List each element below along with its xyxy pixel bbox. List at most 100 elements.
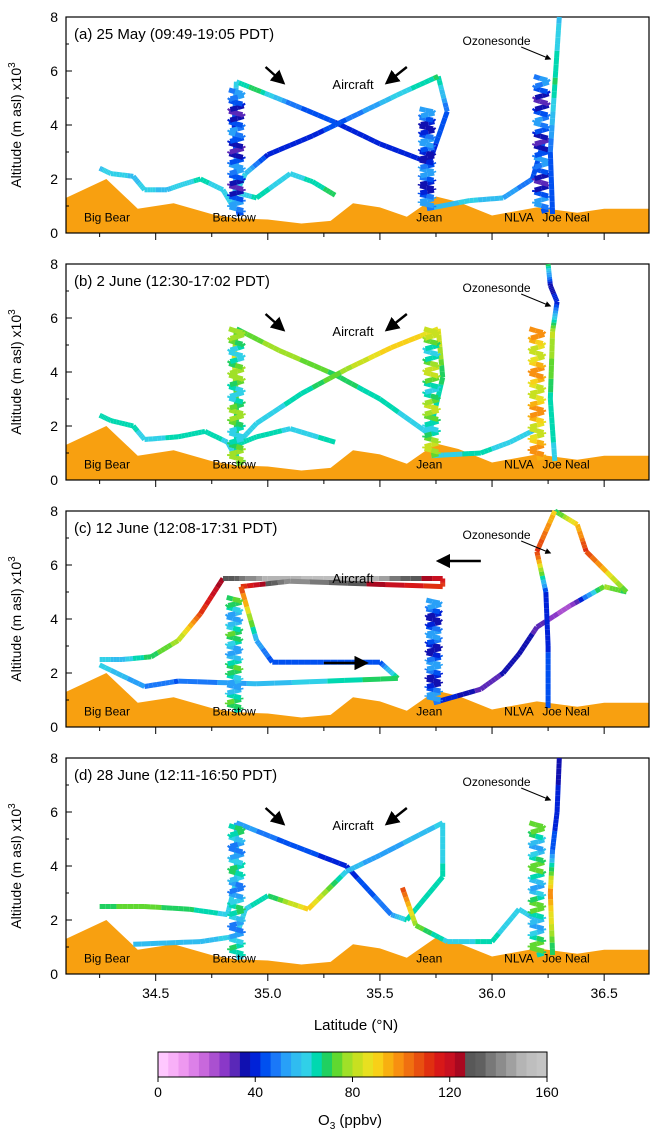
flight-track-segment	[240, 439, 245, 446]
flight-track-segment	[327, 677, 345, 684]
climb-spiral-segment	[539, 110, 549, 118]
climb-spiral-segment	[226, 407, 233, 411]
climb-spiral-segment	[240, 412, 246, 417]
climb-spiral-segment	[229, 105, 239, 112]
climb-spiral-segment	[529, 911, 538, 918]
climb-spiral-segment	[540, 870, 547, 875]
flight-track-segment	[121, 420, 126, 427]
flight-track-segment	[366, 581, 386, 588]
climb-spiral-segment	[240, 862, 246, 867]
colorbar-swatch	[383, 1052, 395, 1077]
climb-spiral-segment	[531, 96, 538, 101]
flight-track-segment	[285, 351, 295, 359]
ozonesonde-pointer	[520, 293, 552, 307]
flight-track-segment	[433, 820, 444, 830]
flight-track-segment	[378, 348, 387, 356]
flight-track-segment	[328, 117, 337, 125]
flight-track-segment	[609, 575, 619, 584]
colorbar-swatch	[168, 1052, 180, 1077]
flight-track-segment	[242, 172, 248, 178]
flight-track-segment	[443, 106, 450, 113]
flight-track-segment	[177, 433, 182, 440]
flight-track-segment	[262, 831, 271, 839]
flight-track-segment	[440, 93, 447, 99]
flight-track-segment	[439, 371, 446, 378]
climb-spiral-segment	[528, 326, 537, 334]
flight-track-segment	[328, 438, 336, 445]
flight-track-segment	[240, 911, 247, 917]
ozonesonde-profile-segment	[538, 571, 545, 577]
flight-track-segment	[269, 833, 278, 842]
climb-spiral-segment	[429, 349, 439, 357]
flight-track-segment	[283, 398, 292, 407]
flight-track-segment	[396, 914, 400, 920]
site-label: Joe Neal	[542, 952, 589, 966]
climb-spiral-segment	[535, 901, 545, 909]
climb-spiral-segment	[534, 81, 544, 89]
flight-track-segment	[513, 654, 519, 661]
flight-track-segment	[400, 915, 404, 922]
climb-spiral-segment	[529, 400, 539, 408]
climb-spiral-segment	[240, 884, 246, 889]
flight-track-segment	[201, 428, 206, 435]
y-tick-label: 0	[50, 719, 58, 735]
flight-track-segment	[217, 435, 223, 442]
flight-track-segment	[579, 537, 586, 543]
flight-track-segment	[244, 429, 251, 436]
y-tick-label: 2	[50, 665, 58, 681]
flight-track-segment	[389, 670, 396, 677]
climb-spiral-segment	[227, 107, 233, 113]
flight-track-segment	[255, 192, 263, 200]
climb-spiral-segment	[529, 941, 538, 949]
flight-track-segment	[423, 78, 431, 85]
climb-spiral-segment	[530, 355, 539, 363]
flight-track-segment	[384, 401, 394, 410]
flight-track-segment	[380, 662, 387, 669]
flight-track-segment	[263, 893, 270, 900]
climb-spiral-segment	[232, 645, 242, 652]
flight-track-segment	[235, 820, 245, 828]
flight-track-segment	[181, 181, 186, 187]
climb-spiral-segment	[530, 333, 539, 341]
climb-spiral-segment	[432, 643, 441, 650]
flight-track-segment	[394, 840, 405, 850]
flight-track-segment	[521, 642, 528, 649]
flight-track-segment	[135, 429, 141, 435]
climb-spiral-segment	[229, 380, 238, 388]
flight-track-segment	[439, 88, 446, 95]
chart-panel-1: 0 2 4 6 8 Big Bear Barstow Jean NLVA Joe Neal (a) …	[50, 9, 650, 241]
flight-track-segment	[105, 416, 110, 422]
climb-spiral-segment	[229, 147, 238, 155]
climb-spiral-segment	[233, 703, 242, 710]
flight-track-segment	[560, 606, 568, 614]
ozonesonde-profile-segment	[538, 538, 545, 545]
flight-track-segment	[328, 580, 348, 586]
flight-track-segment	[248, 193, 253, 199]
flight-track-segment	[258, 896, 264, 903]
flight-track-segment	[418, 896, 427, 906]
flight-track-segment	[198, 607, 206, 615]
colorbar-swatch	[413, 1052, 425, 1077]
climb-spiral-segment	[435, 396, 441, 401]
flight-track-segment	[325, 883, 334, 893]
flight-track-segment	[180, 432, 186, 439]
flight-track-segment	[574, 523, 581, 529]
flight-track-segment	[285, 426, 291, 433]
x-tick-label: 35.0	[254, 985, 281, 1001]
climb-spiral-segment	[530, 344, 539, 352]
climb-spiral-segment	[534, 151, 543, 158]
climb-spiral-segment	[229, 334, 239, 341]
climb-spiral-segment	[236, 919, 245, 927]
climb-spiral-segment	[540, 859, 547, 864]
flight-track-segment	[297, 903, 304, 910]
flight-track-segment	[394, 913, 398, 919]
climb-spiral-segment	[527, 830, 533, 836]
climb-spiral-segment	[235, 206, 244, 213]
site-label: Big Bear	[84, 705, 130, 719]
aircraft-label: Aircraft	[332, 571, 374, 586]
y-tick-label: 4	[50, 858, 58, 874]
climb-spiral-segment	[429, 360, 439, 368]
flight-track-segment	[442, 102, 449, 108]
flight-track-segment	[345, 364, 353, 372]
flight-track-segment	[436, 383, 444, 393]
